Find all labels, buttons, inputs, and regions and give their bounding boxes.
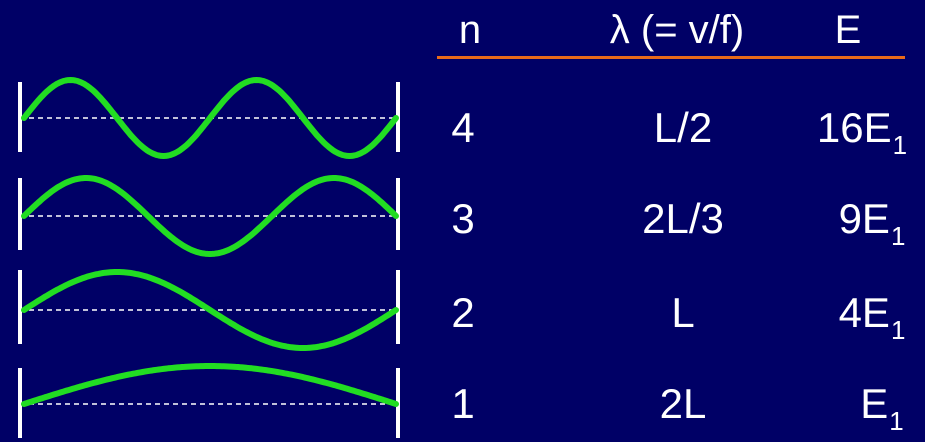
row-lambda-2: L (671, 292, 694, 334)
row-energy-1: E1 (860, 383, 903, 425)
header-n: n (459, 10, 481, 50)
wave-curve-n2 (24, 272, 396, 348)
row-n-1: 1 (451, 383, 474, 425)
row-energy-2: 4E1 (839, 292, 906, 334)
wave-curve-n4 (24, 80, 396, 156)
row-energy-3: 9E1 (839, 198, 906, 240)
row-lambda-3: 2L/3 (642, 198, 724, 240)
row-lambda-1: 2L (660, 383, 707, 425)
row-energy-4: 16E1 (817, 107, 907, 149)
header-energy: E (835, 10, 862, 50)
wave-curve-n1 (24, 366, 396, 404)
row-n-3: 3 (451, 198, 474, 240)
row-n-2: 2 (451, 292, 474, 334)
row-n-4: 4 (451, 107, 474, 149)
header-lambda: λ (= v/f) (610, 10, 744, 50)
header-underline (437, 56, 905, 59)
row-lambda-4: L/2 (654, 107, 712, 149)
